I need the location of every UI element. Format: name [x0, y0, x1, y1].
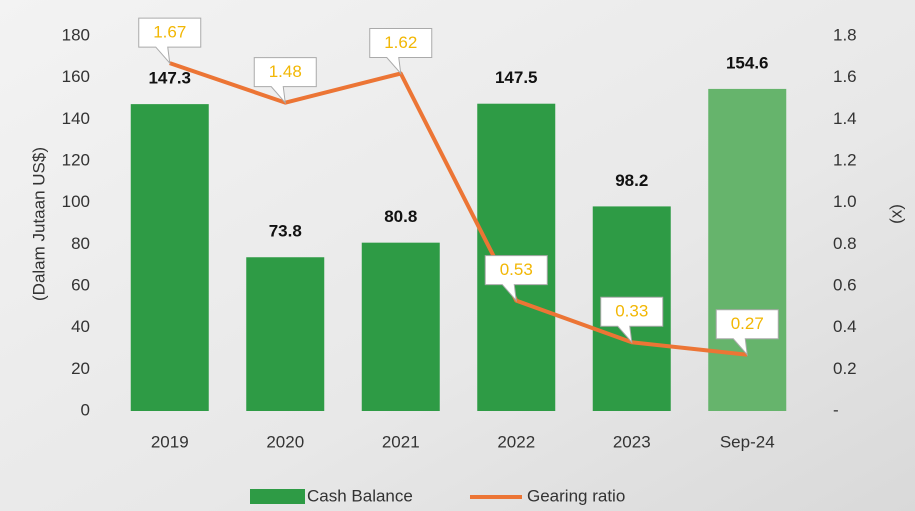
legend-label: Gearing ratio: [527, 486, 625, 505]
line: [169, 61, 748, 357]
x-tick-label: 2019: [151, 432, 189, 451]
legend-label: Cash Balance: [307, 486, 413, 505]
y2-tick-label: -: [833, 400, 839, 419]
line-value-label: 0.53: [500, 260, 533, 279]
x-tick-label: 2023: [613, 432, 651, 451]
line-value-label: 0.33: [615, 302, 648, 321]
callout-box: [600, 296, 664, 344]
y2-tick-label: 1.8: [833, 25, 857, 44]
callout-box: [715, 309, 779, 357]
bar: [708, 88, 787, 412]
y2-tick-label: 1.0: [833, 192, 857, 211]
line-value-label: 0.27: [731, 314, 764, 333]
y-tick-label: 120: [62, 150, 90, 169]
legend-swatch: [250, 489, 305, 504]
y-tick-label: 100: [62, 192, 90, 211]
bar: [361, 242, 440, 411]
y-tick-label: 140: [62, 109, 90, 128]
y2-axis-label: (x): [886, 204, 905, 224]
line-value-label: 1.48: [269, 62, 302, 81]
y2-tick-label: 1.2: [833, 150, 857, 169]
y-axis-label: (Dalam Jutaan US$): [29, 147, 48, 301]
y-tick-label: 160: [62, 67, 90, 86]
y2-tick-label: 1.6: [833, 67, 857, 86]
y-tick-label: 20: [71, 359, 90, 378]
y2-tick-label: 0.2: [833, 359, 857, 378]
x-tick-label: Sep-24: [720, 432, 775, 451]
y2-tick-label: 0.8: [833, 234, 857, 253]
line-value-label: 1.67: [153, 23, 186, 42]
y-tick-label: 0: [81, 400, 90, 419]
callout-box: [253, 57, 317, 105]
bar-value-label: 73.8: [269, 222, 302, 241]
bar: [246, 257, 325, 411]
x-tick-label: 2021: [382, 432, 420, 451]
y-tick-label: 40: [71, 317, 90, 336]
y-tick-label: 60: [71, 275, 90, 294]
y2-tick-label: 0.6: [833, 275, 857, 294]
y2-tick-label: 0.4: [833, 317, 857, 336]
bar-value-label: 147.3: [148, 69, 191, 88]
bar: [130, 104, 209, 411]
x-tick-label: 2020: [266, 432, 304, 451]
x-tick-label: 2022: [497, 432, 535, 451]
y2-tick-label: 1.4: [833, 109, 857, 128]
bar-value-label: 147.5: [495, 68, 538, 87]
bar-value-label: 80.8: [384, 207, 417, 226]
callout-box: [484, 255, 548, 303]
callout-box: [138, 17, 202, 65]
bar-value-label: 154.6: [726, 53, 769, 72]
y-tick-label: 180: [62, 25, 90, 44]
line-value-label: 1.62: [384, 33, 417, 52]
callout-box: [369, 28, 433, 76]
bar-value-label: 98.2: [615, 171, 648, 190]
y-tick-label: 80: [71, 234, 90, 253]
